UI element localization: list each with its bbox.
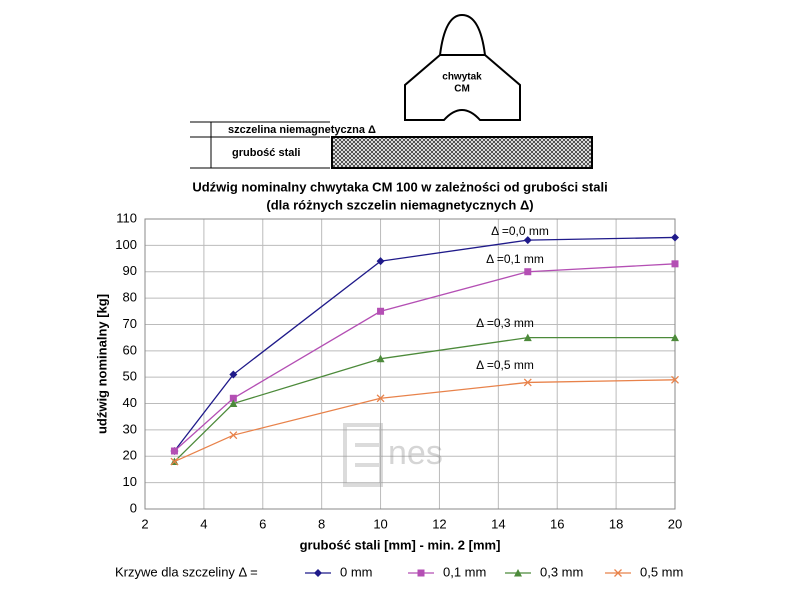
x-tick-label: 18 xyxy=(609,516,623,531)
y-tick-label: 90 xyxy=(123,263,137,278)
y-tick-label: 100 xyxy=(115,237,137,252)
annotation: Δ =0,5 mm xyxy=(476,358,534,372)
data-point xyxy=(671,260,679,268)
x-tick-label: 12 xyxy=(432,516,446,531)
legend-marker xyxy=(417,569,425,577)
y-tick-label: 20 xyxy=(123,448,137,463)
legend-marker xyxy=(314,569,322,577)
annotation: Δ =0,3 mm xyxy=(476,316,534,330)
annotation: Δ =0,1 mm xyxy=(486,252,544,266)
steel-label: grubość stali xyxy=(232,147,300,159)
y-axis-label: udźwig nominalny [kg] xyxy=(94,294,109,434)
data-point xyxy=(229,370,238,379)
data-point xyxy=(170,457,179,466)
x-tick-label: 16 xyxy=(550,516,564,531)
data-point xyxy=(523,236,532,245)
legend-title: Krzywe dla szczeliny Δ = xyxy=(115,564,258,579)
data-point xyxy=(671,333,679,342)
x-tick-label: 8 xyxy=(318,516,325,531)
chart-subtitle: (dla różnych szczelin niemagnetycznych Δ… xyxy=(266,197,533,212)
y-tick-label: 0 xyxy=(130,500,137,515)
annotation: Δ =0,0 mm xyxy=(491,224,549,238)
chart-title: Udźwig nominalny chwytaka CM 100 w zależ… xyxy=(192,179,607,194)
data-point xyxy=(229,399,238,408)
y-tick-label: 110 xyxy=(116,210,137,225)
legend-label: 0 mm xyxy=(340,564,373,579)
gap-label: szczelina niemagnetyczna Δ xyxy=(228,124,376,136)
gripper-label: chwytak xyxy=(442,72,482,83)
y-tick-label: 80 xyxy=(123,290,137,305)
series-line xyxy=(173,236,676,452)
x-tick-label: 14 xyxy=(491,516,505,531)
data-point xyxy=(524,268,532,276)
legend-label: 0,3 mm xyxy=(540,564,583,579)
x-tick-label: 6 xyxy=(259,516,266,531)
x-tick-label: 2 xyxy=(141,516,148,531)
legend-label: 0,5 mm xyxy=(640,564,683,579)
data-point xyxy=(229,394,237,402)
gripper-label: CM xyxy=(454,84,470,95)
y-tick-label: 50 xyxy=(123,369,137,384)
x-tick-label: 4 xyxy=(200,516,207,531)
data-point xyxy=(671,233,679,242)
series-line xyxy=(174,263,676,452)
data-point xyxy=(229,431,238,440)
gripper-shape xyxy=(404,13,521,121)
x-axis-label: grubość stali [mm] - min. 2 [mm] xyxy=(300,537,501,552)
legend-label: 0,1 mm xyxy=(443,564,486,579)
y-tick-label: 40 xyxy=(123,395,137,410)
y-tick-label: 30 xyxy=(123,421,137,436)
data-point xyxy=(170,447,178,455)
data-point xyxy=(376,354,385,363)
legend-marker xyxy=(614,569,622,577)
y-tick-label: 60 xyxy=(123,342,137,357)
y-tick-label: 10 xyxy=(123,474,137,489)
x-tick-label: 20 xyxy=(668,516,682,531)
data-point xyxy=(376,394,385,403)
data-point xyxy=(377,307,385,315)
y-tick-label: 70 xyxy=(123,316,137,331)
x-tick-label: 10 xyxy=(373,516,387,531)
data-point xyxy=(523,378,532,387)
watermark-text: nes xyxy=(388,434,443,472)
diagram: chwytak CM szczelina niemagnetyczna Δ gr… xyxy=(190,13,593,169)
steel-plate xyxy=(331,136,593,169)
data-point xyxy=(523,333,532,342)
plot-frame xyxy=(144,218,676,510)
data-point xyxy=(376,257,385,266)
watermark: nes xyxy=(343,423,443,487)
data-point xyxy=(671,375,679,384)
legend-marker xyxy=(514,569,522,577)
